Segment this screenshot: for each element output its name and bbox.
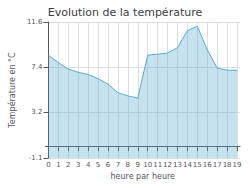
svg-text:9: 9 xyxy=(136,161,140,169)
svg-text:Evolution de la température: Evolution de la température xyxy=(48,6,203,19)
svg-text:heure par heure: heure par heure xyxy=(110,172,175,181)
svg-text:5: 5 xyxy=(96,161,100,169)
svg-text:15: 15 xyxy=(193,161,202,169)
svg-text:1: 1 xyxy=(56,161,60,169)
svg-text:14: 14 xyxy=(183,161,192,169)
svg-text:0: 0 xyxy=(46,161,50,169)
svg-text:16: 16 xyxy=(203,161,212,169)
svg-text:11: 11 xyxy=(153,161,162,169)
svg-text:7.4: 7.4 xyxy=(31,63,43,71)
svg-text:10: 10 xyxy=(143,161,152,169)
svg-text:4: 4 xyxy=(86,161,91,169)
svg-text:13: 13 xyxy=(173,161,182,169)
svg-text:-1.1: -1.1 xyxy=(29,154,43,162)
svg-text:8: 8 xyxy=(126,161,130,169)
svg-text:12: 12 xyxy=(163,161,172,169)
svg-text:18: 18 xyxy=(223,161,232,169)
svg-text:3: 3 xyxy=(76,161,80,169)
svg-text:7: 7 xyxy=(116,161,120,169)
svg-text:Température en °C: Température en °C xyxy=(7,52,17,129)
svg-text:19: 19 xyxy=(233,161,242,169)
svg-text:17: 17 xyxy=(213,161,222,169)
svg-text:6: 6 xyxy=(106,161,111,169)
svg-text:3.2: 3.2 xyxy=(31,108,42,116)
svg-text:2: 2 xyxy=(66,161,70,169)
svg-text:11.6: 11.6 xyxy=(27,18,43,26)
